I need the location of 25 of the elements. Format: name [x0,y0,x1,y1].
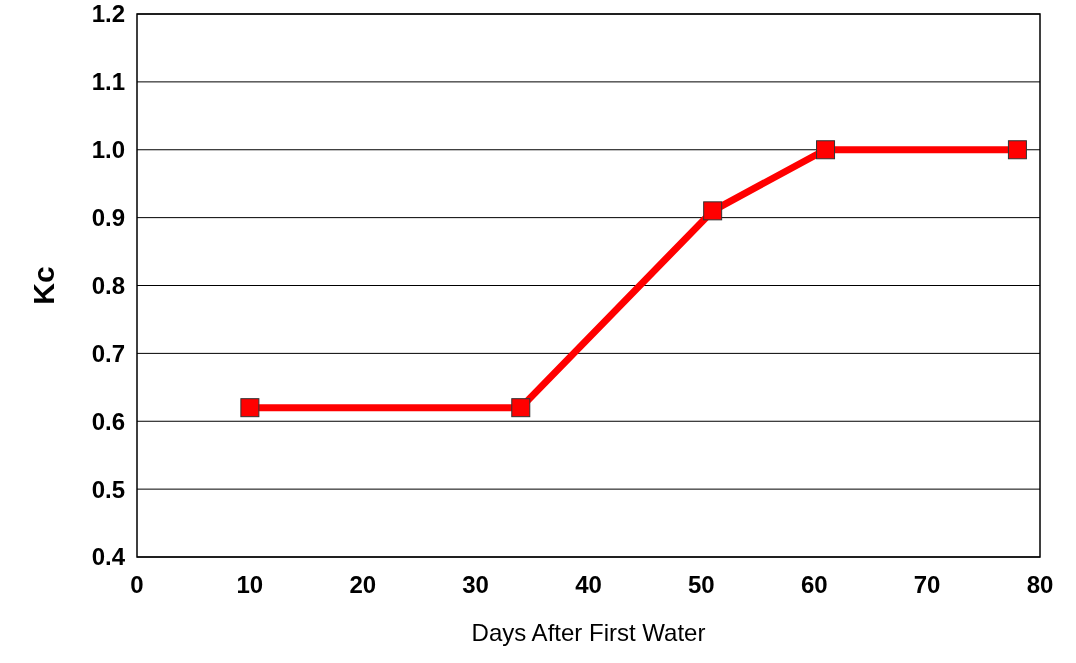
x-tick-label: 80 [1026,571,1054,598]
x-tick-label: 30 [462,571,489,598]
y-tick-label: 0.8 [91,271,125,299]
y-tick-label: 1.1 [91,68,125,96]
x-tick-label: 10 [236,571,264,598]
y-tick-label: 1.0 [91,136,125,164]
x-tick-label: 0 [130,571,144,598]
x-tick-label: 40 [575,571,602,598]
y-tick-label: 1.2 [91,0,125,28]
y-tick-label: 0.4 [91,543,126,571]
point [816,140,836,160]
point [1007,140,1027,160]
point [511,398,531,418]
y-tick-label: 0.5 [91,475,125,503]
x-tick-label: 50 [688,571,715,598]
point [703,201,723,221]
y-axis-title: Kc [27,266,60,305]
y-tick-label: 0.9 [91,204,125,232]
x-axis-title: Days After First Water [471,619,706,646]
x-tick-label: 70 [913,571,941,598]
point [240,398,260,418]
y-tick-label: 0.7 [91,339,125,367]
y-tick-label: 0.6 [91,407,125,435]
x-tick-label: 20 [349,571,377,598]
x-tick-label: 60 [800,571,828,598]
